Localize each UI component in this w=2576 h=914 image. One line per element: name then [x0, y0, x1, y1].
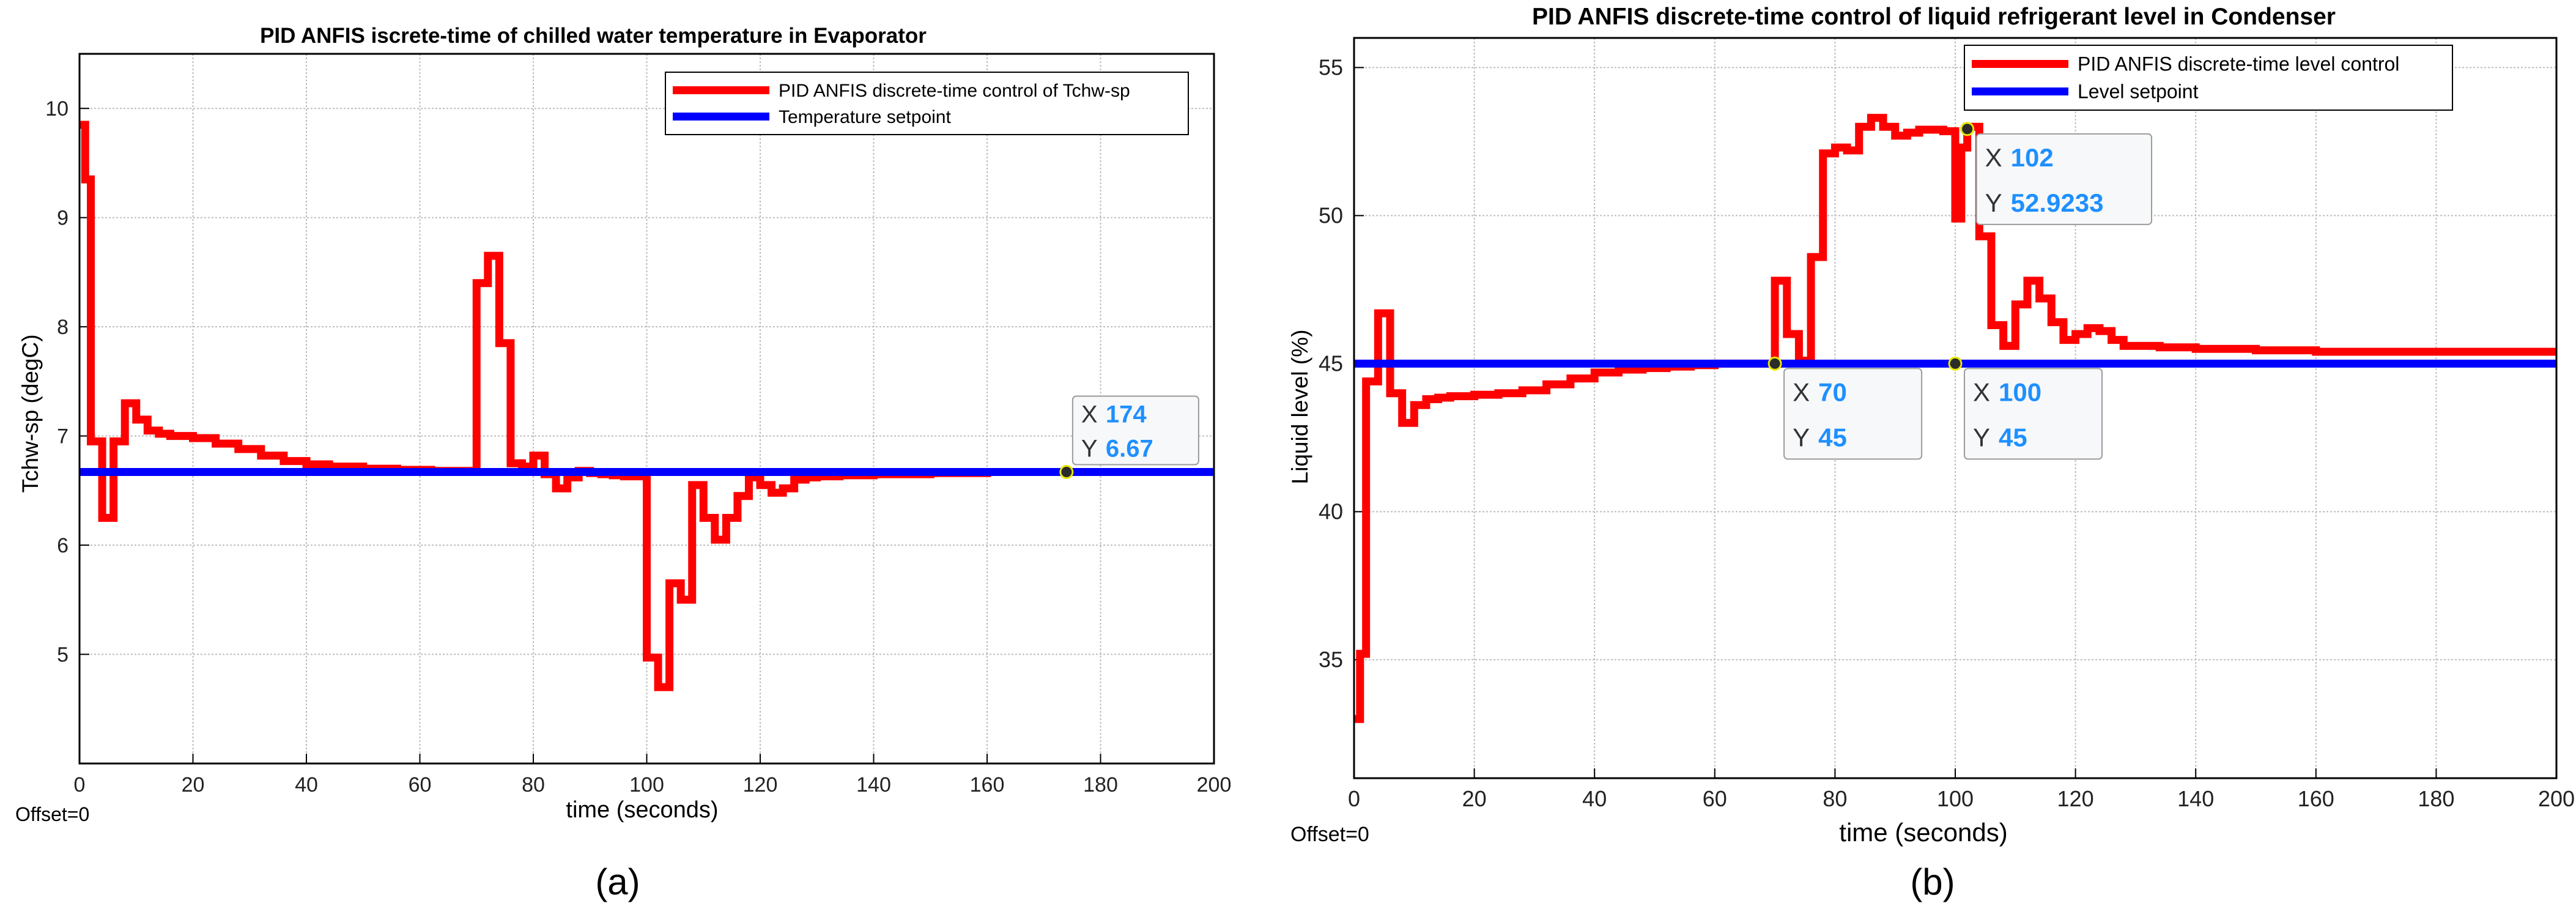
datatip[interactable]: X 102 Y 52.9233 [1960, 122, 2153, 225]
y-axis-label-a: Tchw-sp (degC) [18, 334, 43, 492]
datatip[interactable]: X 174 Y 6.67 [1059, 395, 1199, 480]
chart-panel-a: PID ANFIS iscrete-time of chilled water … [15, 24, 1231, 902]
legend-box [665, 72, 1189, 135]
x-tick-label: 0 [1348, 786, 1360, 811]
x-tick-label: 140 [856, 773, 891, 797]
datatip-x-value: 70 [1818, 377, 1847, 406]
y-tick-label: 45 [1319, 351, 1343, 376]
series-line-response [1354, 114, 2556, 723]
panel-label-b: (b) [1910, 861, 1955, 902]
offset-text-b: Offset=0 [1290, 823, 1369, 846]
y-tick-label: 40 [1319, 499, 1343, 524]
datatip-marker[interactable] [1059, 465, 1074, 480]
x-tick-label: 60 [409, 773, 432, 797]
x-tick-label: 120 [743, 773, 778, 797]
y-tick-label: 6 [57, 534, 68, 557]
legend-label: PID ANFIS discrete-time control of Tchw-… [779, 81, 1130, 101]
datatip-x-label: X [1985, 143, 2002, 172]
datatip-y-label: Y [1793, 423, 1810, 451]
x-tick-label: 40 [1582, 786, 1607, 811]
x-tick-label: 100 [629, 773, 664, 797]
y-tick-label: 50 [1319, 202, 1343, 228]
y-tick-label: 35 [1319, 647, 1343, 672]
x-tick-label: 180 [1083, 773, 1118, 797]
datatip-y-label: Y [1081, 436, 1098, 463]
datatip[interactable]: X 70 Y 45 [1767, 356, 1923, 460]
datatip-y-label: Y [1985, 188, 2002, 217]
datatip-marker[interactable] [1960, 122, 1975, 136]
datatip[interactable]: X 100 Y 45 [1948, 356, 2103, 460]
x-tick-label: 160 [2298, 786, 2334, 811]
datatip-x-value: 102 [2011, 143, 2054, 172]
y-tick-label: 55 [1319, 54, 1343, 80]
datatip-y-value: 52.9233 [2011, 188, 2104, 217]
y-tick-label: 7 [57, 425, 68, 448]
datatip-x-value: 100 [1999, 377, 2041, 406]
y-tick-label: 5 [57, 644, 68, 667]
x-tick-label: 60 [1703, 786, 1727, 811]
x-tick-label: 160 [970, 773, 1005, 797]
x-tick-label: 120 [2057, 786, 2094, 811]
y-tick-label: 8 [57, 316, 68, 339]
datatip-box [1975, 133, 2153, 225]
axes-frame-b [1353, 37, 2558, 779]
datatip-box [1783, 368, 1923, 460]
datatip-y-label: Y [1973, 423, 1990, 451]
legend-label: Level setpoint [2078, 81, 2199, 103]
axes-frame-a [78, 53, 1215, 765]
datatip-x-label: X [1973, 377, 1990, 406]
datatip-x-label: X [1793, 377, 1810, 406]
datatip-y-value: 45 [1999, 423, 2027, 451]
x-tick-label: 80 [522, 773, 545, 797]
x-tick-label: 200 [1197, 773, 1232, 797]
datatip-y-value: 6.67 [1106, 436, 1153, 463]
legend-label: Temperature setpoint [779, 107, 951, 127]
x-tick-label: 200 [2538, 786, 2575, 811]
x-tick-label: 0 [74, 773, 86, 797]
x-tick-label: 140 [2177, 786, 2214, 811]
plot-area-a: 0 20 40 60 80 100 120 140 160 180 200 5 6 7 8 9 10 PID AN… [45, 53, 1232, 797]
series-line-response [80, 121, 1214, 691]
y-tick-label: 10 [45, 97, 68, 121]
legend-label: PID ANFIS discrete-time level control [2078, 53, 2399, 75]
chart-panel-b: PID ANFIS discrete-time control of liqui… [1287, 4, 2575, 902]
legend-b: PID ANFIS discrete-time level control Lev… [1964, 45, 2453, 111]
x-tick-label: 180 [2418, 786, 2454, 811]
datatip-marker[interactable] [1767, 356, 1782, 371]
panel-label-a: (a) [595, 861, 640, 902]
datatip-box [1071, 395, 1199, 466]
x-tick-label: 80 [1823, 786, 1847, 811]
offset-text-a: Offset=0 [15, 803, 89, 825]
legend-box [1964, 45, 2453, 111]
plot-area-b: 0 20 40 60 80 100 120 140 160 180 200 35 40 45 50 55 PID… [1319, 37, 2575, 811]
x-axis-label-b: time (seconds) [1839, 818, 2007, 847]
datatip-x-label: X [1081, 401, 1098, 428]
x-tick-label: 20 [182, 773, 205, 797]
datatip-box [1964, 368, 2103, 460]
y-axis-label-b: Liquid level (%) [1287, 330, 1312, 485]
datatip-marker[interactable] [1948, 356, 1963, 371]
x-tick-label: 20 [1462, 786, 1487, 811]
x-tick-label: 100 [1937, 786, 1974, 811]
datatip-y-value: 45 [1818, 423, 1847, 451]
datatip-x-value: 174 [1106, 401, 1147, 428]
chart-title-b: PID ANFIS discrete-time control of liqui… [1532, 4, 2336, 30]
x-tick-label: 40 [295, 773, 318, 797]
y-tick-label: 9 [57, 207, 68, 230]
legend-a: PID ANFIS discrete-time control of Tchw-… [665, 72, 1189, 135]
x-axis-label-a: time (seconds) [566, 797, 718, 823]
chart-title-a: PID ANFIS iscrete-time of chilled water … [260, 24, 927, 48]
